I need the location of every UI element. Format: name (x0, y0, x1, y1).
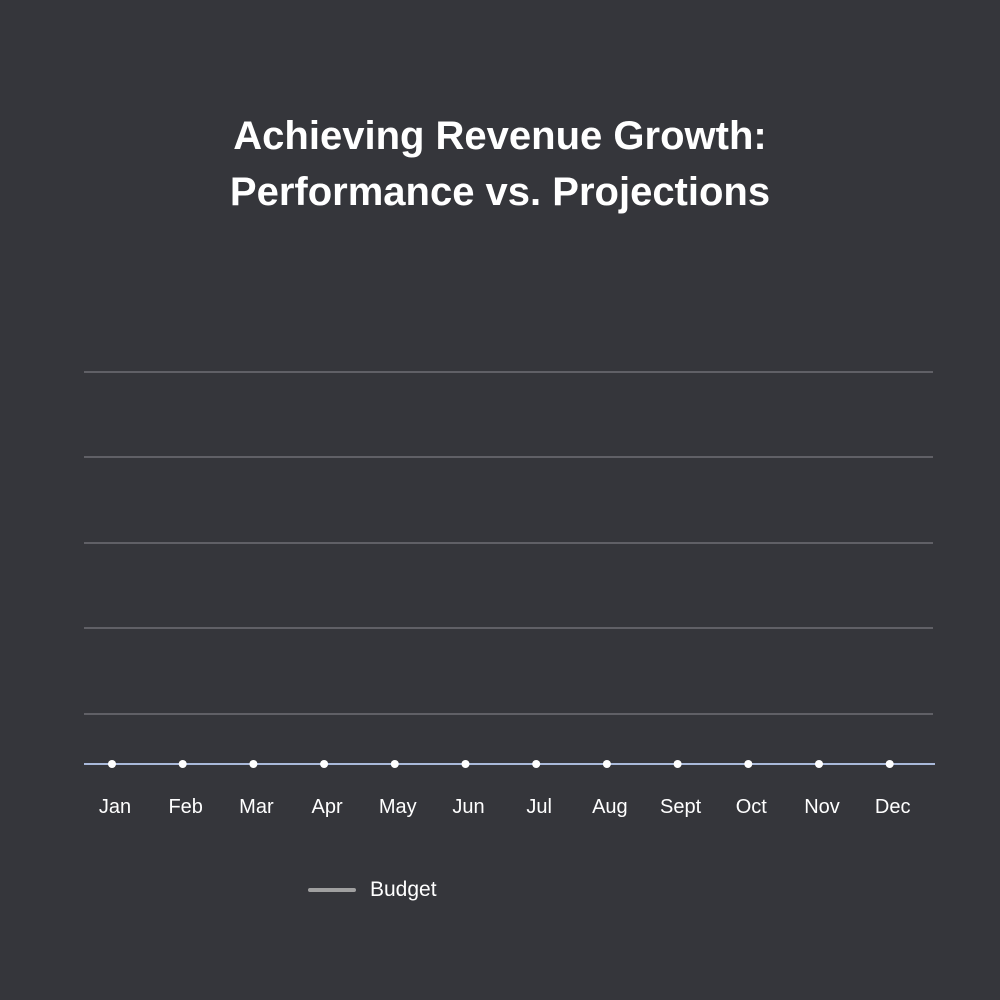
x-tick-label-nov: Nov (804, 796, 840, 818)
legend-swatch-budget (308, 888, 356, 892)
data-point-mar (249, 760, 258, 768)
data-point-jul (532, 760, 541, 768)
data-point-jan (108, 760, 116, 768)
x-tick-label-may: May (379, 796, 417, 818)
x-axis-tick-labels: Jan Feb Mar Apr May Jun Jul Aug Sept Oct Nov Dec (99, 796, 911, 818)
data-point-jun (461, 760, 470, 768)
data-point-aug (602, 760, 611, 768)
x-tick-label-feb: Feb (168, 796, 202, 818)
data-point-nov (815, 760, 823, 768)
data-point-dec (885, 760, 894, 768)
x-tick-label-sept: Sept (660, 796, 702, 818)
chart-subtitle: Performance vs. Projections (229, 170, 771, 214)
x-tick-label-aug: Aug (592, 796, 628, 818)
gridlines (84, 371, 933, 715)
data-point-sept (673, 760, 682, 768)
x-tick-label-apr: Apr (312, 796, 343, 818)
data-point-may (390, 760, 399, 768)
data-point-apr (320, 760, 329, 768)
chart-title: Achieving Revenue Growth: Performance vs… (0, 108, 1000, 220)
x-tick-label-dec: Dec (875, 796, 911, 818)
series-group (84, 760, 935, 768)
legend-label-budget: Budget (370, 878, 437, 901)
legend: Budget (308, 874, 437, 906)
x-tick-label-jul: Jul (526, 796, 552, 818)
x-tick-label-jan: Jan (99, 796, 131, 818)
x-tick-label-mar: Mar (239, 796, 274, 818)
data-point-oct (744, 760, 753, 768)
x-tick-label-jun: Jun (452, 796, 484, 818)
x-tick-label-oct: Oct (736, 796, 768, 818)
data-point-feb (178, 760, 187, 768)
chart-title-line-1: Achieving Revenue Growth: (233, 114, 767, 158)
